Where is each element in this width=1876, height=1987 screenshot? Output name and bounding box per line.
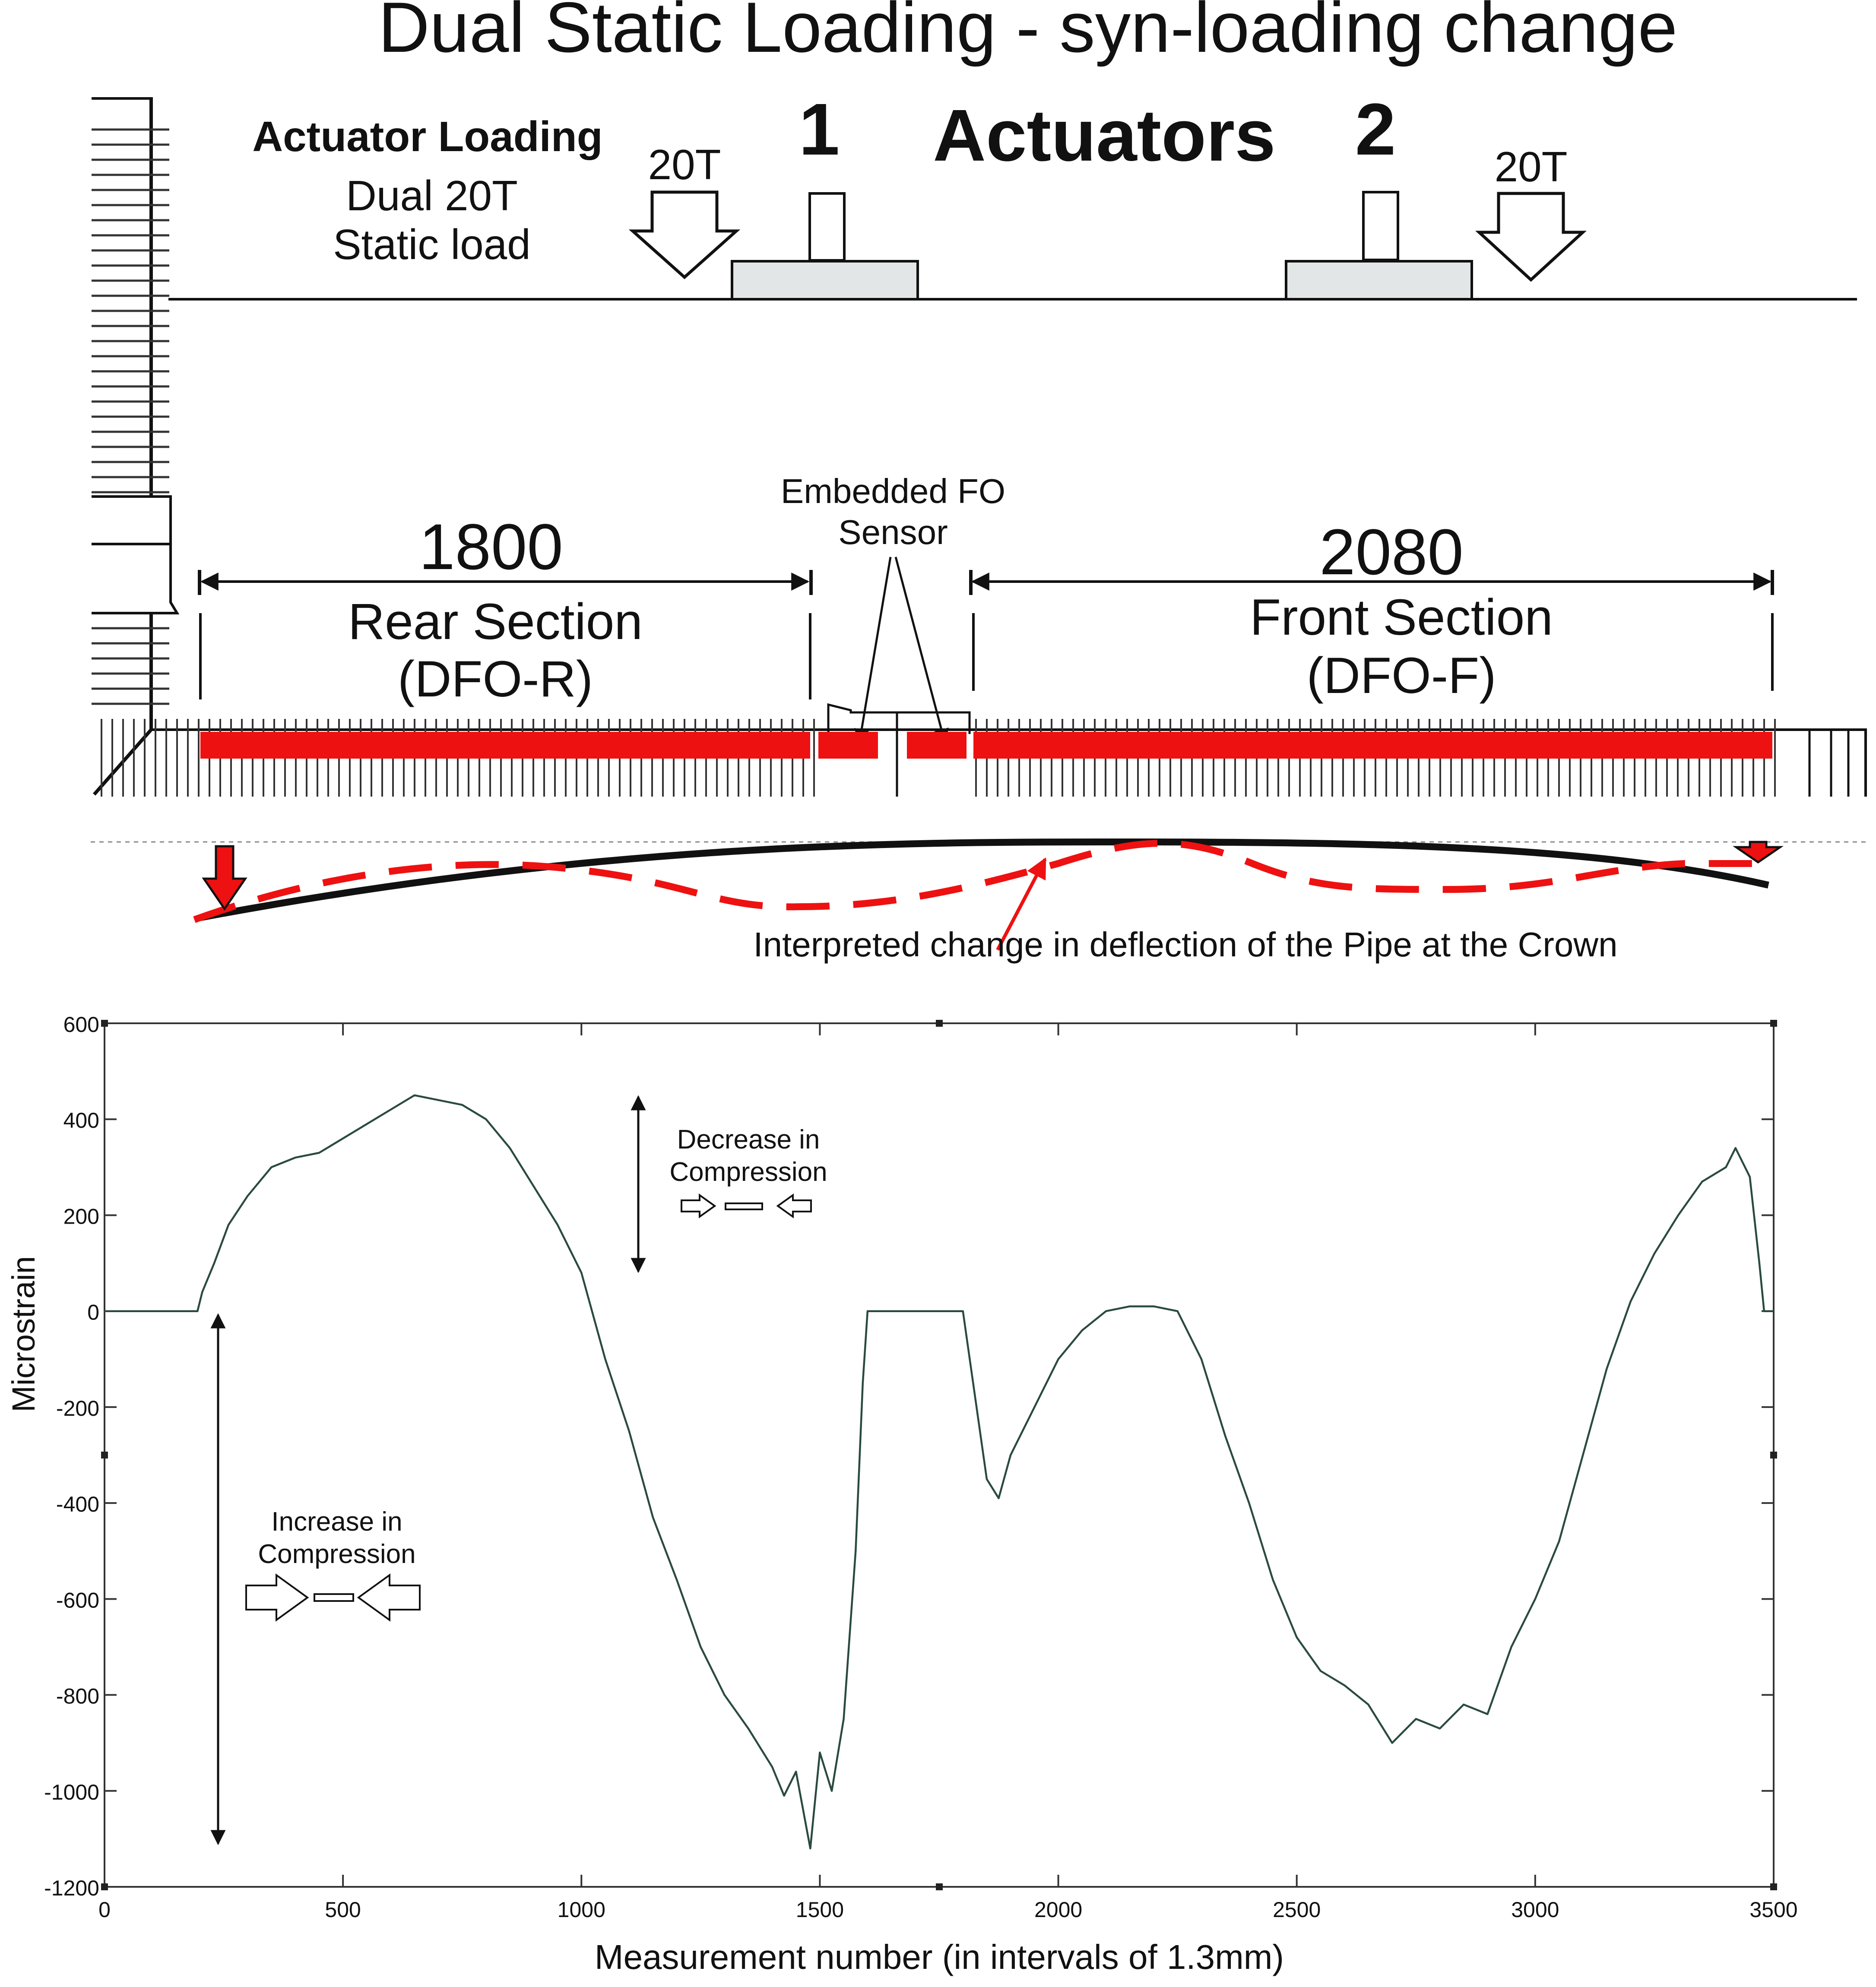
fo-sensor-strips xyxy=(200,732,1772,759)
rear-sensor-strip xyxy=(200,732,810,759)
frame-marker xyxy=(101,1452,108,1459)
x-tick-label: 3500 xyxy=(1749,1898,1797,1922)
sensor-label-line2: Sensor xyxy=(838,513,948,551)
actuator-2-pad xyxy=(1285,260,1473,301)
y-axis-label: Microstrain xyxy=(6,1256,41,1412)
y-tick-label: -1200 xyxy=(44,1876,99,1900)
y-tick-label: -800 xyxy=(56,1684,99,1709)
load-left-label: 20T xyxy=(648,141,721,188)
deflection-note-pointer xyxy=(996,857,1047,951)
x-tick-label: 0 xyxy=(98,1898,111,1922)
rear-section-code: (DFO-R) xyxy=(398,651,593,708)
decrease-label-line2: Compression xyxy=(669,1157,827,1187)
actuator-2 xyxy=(1285,191,1473,301)
frame-marker xyxy=(101,1020,108,1027)
rear-length-label: 1800 xyxy=(419,510,563,583)
y-tick-label: -200 xyxy=(56,1396,99,1421)
down-arrow-icon xyxy=(1475,192,1587,282)
increase-compression-icon xyxy=(245,1573,421,1622)
decrease-compression-icon xyxy=(681,1193,812,1218)
decrease-label-line1: Decrease in xyxy=(677,1125,820,1155)
load-right-label: 20T xyxy=(1495,143,1568,190)
deflection-note: Interpreted change in deflection of the … xyxy=(753,925,1617,964)
sensor-strip-mid-right xyxy=(907,732,967,759)
front-section-name: Front Section xyxy=(1250,589,1553,646)
y-tick-label: 200 xyxy=(63,1204,99,1228)
y-tick-label: 0 xyxy=(87,1300,99,1325)
plot-frame xyxy=(104,1022,1775,1888)
front-section-code: (DFO-F) xyxy=(1306,647,1496,704)
y-axis-ticks: 600 400 200 0 -200 -400 -600 -800 -1000 -1200 xyxy=(44,1012,1774,1900)
x-tick-label: 2500 xyxy=(1273,1898,1321,1922)
soil-column xyxy=(92,97,180,796)
sensor-label-line1: Embedded FO xyxy=(781,472,1005,510)
red-down-arrow-icon xyxy=(1732,841,1784,864)
actuator-desc-line2: Static load xyxy=(333,221,531,268)
x-tick-label: 1500 xyxy=(796,1898,844,1922)
x-tick-label: 2000 xyxy=(1034,1898,1082,1922)
load-arrow-left: 20T xyxy=(628,141,741,279)
y-tick-label: 600 xyxy=(63,1012,99,1037)
pipe-end-block xyxy=(1788,728,1867,797)
actuator-2-label: 2 xyxy=(1355,89,1396,171)
actuator-desc-line1: Dual 20T xyxy=(346,172,518,219)
frame-marker xyxy=(1770,1020,1777,1027)
actuator-heading: Actuator Loading xyxy=(252,113,602,160)
soil-hatching xyxy=(92,128,169,705)
y-tick-label: -400 xyxy=(56,1492,99,1516)
actuator-1-pad xyxy=(731,260,919,301)
sensor-pointer-left xyxy=(854,557,892,744)
actuators-label: Actuators xyxy=(933,95,1275,177)
front-length-label: 2080 xyxy=(1319,516,1464,588)
rear-section-name: Rear Section xyxy=(348,593,643,650)
frame-marker xyxy=(1770,1452,1777,1459)
x-tick-label: 3000 xyxy=(1511,1898,1559,1922)
load-arrow-right: 20T xyxy=(1475,143,1587,282)
y-tick-label: -600 xyxy=(56,1588,99,1612)
actuator-1 xyxy=(731,192,919,301)
x-tick-label: 500 xyxy=(325,1898,361,1922)
frame-marker xyxy=(101,1883,108,1890)
microstrain-series-line xyxy=(105,1094,1774,1850)
sensor-strip-mid-left xyxy=(818,732,878,759)
actuator-1-label: 1 xyxy=(799,89,840,171)
frame-marker xyxy=(936,1020,943,1027)
x-axis-ticks: 0 500 1000 1500 2000 2500 3000 3500 xyxy=(98,1023,1798,1922)
down-arrow-icon xyxy=(628,190,741,279)
sensor-pointer-right xyxy=(894,557,949,744)
increase-label-line2: Compression xyxy=(258,1539,415,1569)
frame-marker xyxy=(1770,1883,1777,1890)
frame-marker xyxy=(936,1883,943,1890)
x-axis-label: Measurement number (in intervals of 1.3m… xyxy=(595,1938,1284,1976)
x-tick-label: 1000 xyxy=(558,1898,605,1922)
increase-label-line1: Increase in xyxy=(271,1507,402,1537)
y-tick-label: 400 xyxy=(63,1108,99,1133)
figure-title: Dual Static Loading - syn-loading change xyxy=(378,0,1678,67)
red-down-arrow-icon xyxy=(202,845,247,911)
y-tick-label: -1000 xyxy=(44,1780,99,1804)
interpreted-pipe-deflection xyxy=(193,840,1760,923)
front-sensor-strip xyxy=(973,732,1772,759)
